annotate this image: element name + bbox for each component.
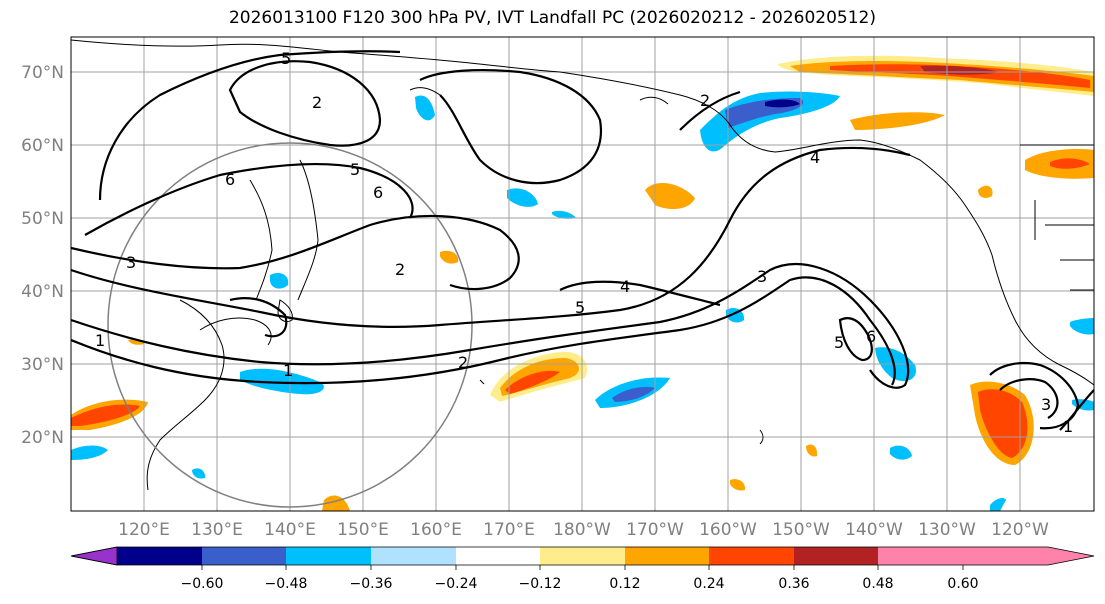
colorbar-tick-label: −0.12 [519,576,562,592]
contour-label: 5 [350,160,360,179]
lon-label: 140°W [845,520,903,540]
lat-label: 20°N [21,428,64,448]
lon-label: 180°W [553,520,611,540]
colorbar-tick-label: 0.36 [778,576,809,592]
colorbar-extend-max [963,547,1094,565]
lon-labels: 120°E 130°E 140°E 150°E 160°E 170°E 180°… [118,520,1049,540]
lat-label: 50°N [21,209,64,229]
lon-label: 160°W [699,520,757,540]
lat-label: 70°N [21,63,64,83]
contour-label: 6 [373,183,383,202]
lon-label: 160°E [410,520,462,540]
colorbar: −0.60 −0.48 −0.36 −0.24 −0.12 0.12 0.24 … [70,546,1095,592]
colorbar-segment [456,547,540,565]
lon-label: 170°W [626,520,684,540]
colorbar-tick-label: −0.36 [350,576,393,592]
lat-label: 30°N [21,355,64,375]
pv-contours [71,50,1094,431]
contour-label: 6 [866,327,876,346]
lon-label: 130°E [191,520,243,540]
colorbar-tick-label: 0.24 [693,576,724,592]
colorbar-tick-label: 0.48 [862,576,893,592]
contour-label: 3 [757,267,767,286]
lon-label: 150°W [772,520,830,540]
lon-label: 120°W [991,520,1049,540]
contour-label: 5 [281,49,291,68]
colorbar-tick-label: 0.12 [609,576,640,592]
contour-label: 5 [575,298,585,317]
contour-label: 1 [1063,417,1073,436]
colorbar-tick-label: −0.24 [435,576,478,592]
colorbar-tick-label: 0.60 [947,576,978,592]
contour-label: 4 [620,277,630,296]
contour-label: 5 [834,333,844,352]
contour-label: 2 [700,91,710,110]
lon-label: 140°E [264,520,316,540]
colorbar-segment [202,547,286,565]
lon-label: 150°E [337,520,389,540]
lat-label: 60°N [21,136,64,156]
lon-label: 170°E [483,520,535,540]
contour-label: 3 [1041,395,1051,414]
map-frame [70,36,1095,512]
colorbar-segment [794,547,878,565]
map-title: 2026013100 F120 300 hPa PV, IVT Landfall… [228,8,876,28]
graticule [71,37,1094,511]
contour-label: 1 [283,361,293,380]
colorbar-segment [878,547,963,565]
colorbar-segment [286,547,371,565]
contour-labels: 5 2 6 5 6 3 2 1 1 2 5 4 2 4 3 6 5 3 1 [95,49,1073,436]
contour-label: 4 [810,148,820,167]
colorbar-tick-label: −0.60 [181,576,224,592]
colorbar-segment [709,547,794,565]
lon-label: 130°W [918,520,976,540]
contour-label: 3 [126,253,136,272]
contour-label: 2 [312,93,322,112]
contour-label: 1 [95,331,105,350]
contour-label: 6 [225,170,235,189]
colorbar-segment [625,547,709,565]
lat-label: 40°N [21,282,64,302]
radius-circle [107,142,473,508]
ivt-shading [71,55,1094,511]
lat-labels: 70°N 60°N 50°N 40°N 30°N 20°N [21,63,64,448]
colorbar-segment [117,547,202,565]
lon-label: 120°E [118,520,170,540]
colorbar-segment [540,547,625,565]
contour-label: 2 [458,353,468,372]
contour-label: 2 [395,260,405,279]
colorbar-segment [371,547,456,565]
colorbar-tick-label: −0.48 [265,576,308,592]
colorbar-outline [70,546,1095,566]
colorbar-extend-min [70,546,118,566]
